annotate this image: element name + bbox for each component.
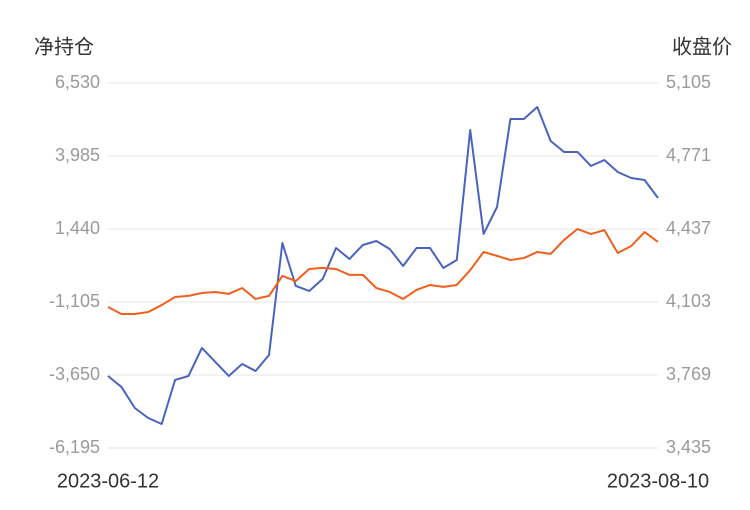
y-tick-label: 1,440 [55, 218, 100, 238]
y-tick-label: -3,650 [49, 364, 100, 384]
y-tick-label: 6,530 [55, 72, 100, 92]
y2-tick-label: 3,435 [666, 437, 711, 457]
y2-tick-label: 5,105 [666, 72, 711, 92]
series-line [107, 106, 659, 425]
y2-axis-title: 收盘价 [672, 35, 732, 58]
x-tick-label: 2023-08-10 [607, 470, 709, 492]
y2-tick-label: 4,771 [666, 145, 711, 165]
y2-tick-label: 4,437 [666, 218, 711, 238]
y2-tick-label: 4,103 [666, 291, 711, 311]
x-tick-label: 2023-06-12 [57, 470, 159, 492]
y-tick-label: -6,195 [49, 437, 100, 457]
y-tick-label: 3,985 [55, 145, 100, 165]
y-axis-title: 净持仓 [34, 35, 94, 58]
y-tick-label: -1,105 [49, 291, 100, 311]
series-line [107, 228, 659, 316]
y2-tick-label: 3,769 [666, 364, 711, 384]
